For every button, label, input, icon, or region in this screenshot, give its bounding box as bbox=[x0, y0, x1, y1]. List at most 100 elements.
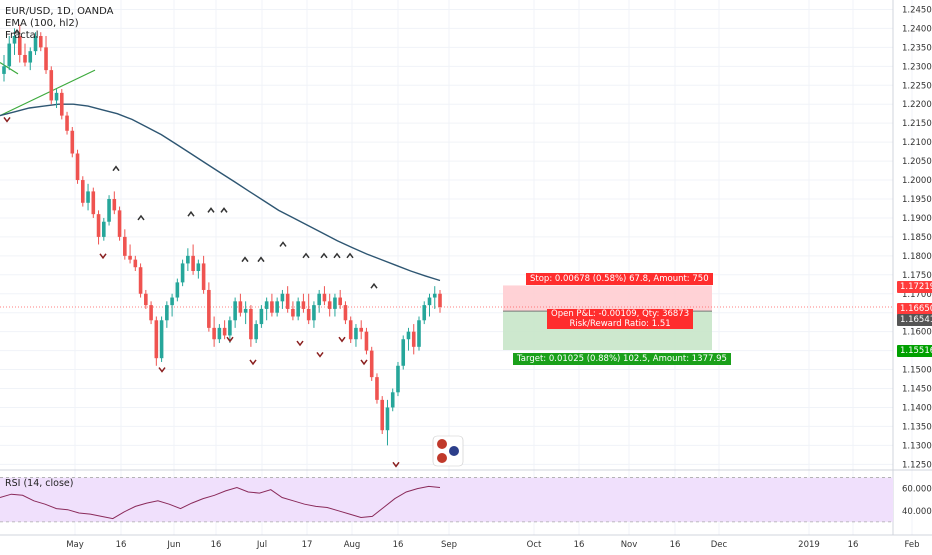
candle-body bbox=[80, 180, 85, 203]
candle-body bbox=[59, 92, 64, 116]
time-tick: Sep bbox=[441, 540, 457, 550]
candle-body bbox=[438, 293, 442, 308]
candle-body bbox=[75, 153, 80, 181]
candle-body bbox=[275, 301, 279, 313]
fractal-up-icon bbox=[241, 256, 249, 263]
fractal-up-icon bbox=[207, 207, 215, 213]
target-label[interactable]: Target: 0.01025 (0.88%) 102.5, Amount: 1… bbox=[513, 353, 731, 365]
fractal-up-icon bbox=[302, 252, 310, 259]
price-tick: 1.24000 bbox=[902, 24, 932, 34]
price-tick: 1.20500 bbox=[902, 157, 932, 167]
rsi-band bbox=[0, 477, 893, 522]
price-tick: 1.14500 bbox=[902, 385, 932, 395]
time-tick: Dec bbox=[711, 540, 728, 550]
candle-body bbox=[233, 301, 237, 321]
price-tag-last: 1.16650 bbox=[897, 303, 932, 315]
price-tick: 1.23500 bbox=[902, 43, 932, 53]
time-tick: May bbox=[66, 540, 84, 550]
candle-body bbox=[212, 327, 216, 340]
candle-body bbox=[301, 301, 306, 309]
candle-body bbox=[217, 327, 222, 340]
event-flag-icon bbox=[437, 439, 447, 449]
fractal-down-icon bbox=[338, 336, 346, 343]
candle-body bbox=[422, 305, 427, 321]
fractal-down-icon bbox=[316, 351, 324, 358]
rsi-legend[interactable]: RSI (14, close) bbox=[5, 478, 74, 489]
chart-legend: EUR/USD, 1D, OANDA EMA (100, hl2) Fracta… bbox=[5, 6, 113, 42]
candle-body bbox=[327, 301, 332, 309]
time-tick: 16 bbox=[848, 540, 859, 550]
candle-body bbox=[54, 92, 59, 101]
time-tick: 16 bbox=[574, 540, 585, 550]
candle-body bbox=[406, 331, 411, 340]
fractal-up-icon bbox=[279, 241, 287, 247]
candle-body bbox=[154, 320, 159, 359]
rsi-tick: 60.0000 bbox=[902, 485, 932, 495]
ema-legend[interactable]: EMA (100, hl2) bbox=[5, 18, 79, 29]
fractal-down-icon bbox=[158, 367, 166, 373]
candle-body bbox=[38, 36, 43, 48]
symbol-title[interactable]: EUR/USD, 1D, OANDA bbox=[5, 6, 114, 17]
candle-body bbox=[364, 331, 369, 351]
fractal-down-icon bbox=[392, 461, 400, 468]
candle-body bbox=[238, 301, 243, 313]
time-tick: 16 bbox=[393, 540, 404, 550]
candle-body bbox=[170, 297, 174, 306]
candle-body bbox=[348, 320, 353, 340]
candle-body bbox=[165, 305, 169, 321]
candle-body bbox=[264, 301, 269, 309]
time-tick: Jun bbox=[166, 540, 180, 550]
candle-body bbox=[317, 293, 321, 306]
fractal-up-icon bbox=[137, 214, 145, 221]
candle-body bbox=[70, 130, 75, 154]
trendline bbox=[0, 69, 96, 117]
candle-body bbox=[65, 115, 69, 131]
risk-reward-text: Risk/Reward Ratio: 1.51 bbox=[569, 319, 671, 329]
candle-body bbox=[296, 301, 300, 317]
candle-body bbox=[375, 377, 379, 400]
fractal-down-icon bbox=[360, 359, 368, 366]
candle-body bbox=[117, 210, 122, 237]
candle-body bbox=[138, 267, 143, 294]
fractal-up-icon bbox=[13, 28, 21, 35]
candle-body bbox=[359, 327, 364, 332]
fractal-down-icon bbox=[99, 253, 107, 260]
price-tick: 1.13500 bbox=[902, 422, 932, 432]
candle-body bbox=[306, 308, 311, 321]
time-tick: Jul bbox=[256, 540, 267, 550]
price-tick: 1.23000 bbox=[902, 62, 932, 72]
fractal-legend[interactable]: Fractal bbox=[5, 30, 39, 41]
time-tick: Aug bbox=[344, 540, 361, 550]
candle-body bbox=[180, 263, 185, 283]
candle-body bbox=[159, 320, 164, 359]
open-pl-text: Open P&L: -0.00109, Qty: 36873 bbox=[551, 309, 690, 319]
price-tag-stop: 1.17219 bbox=[897, 281, 932, 293]
candle-body bbox=[243, 308, 248, 313]
price-tick: 1.22500 bbox=[902, 81, 932, 91]
price-tick: 1.21500 bbox=[902, 119, 932, 129]
time-tick: 17 bbox=[302, 540, 313, 550]
open-pl-label[interactable]: Open P&L: -0.00109, Qty: 36873 Risk/Rewa… bbox=[547, 309, 694, 329]
candle-body bbox=[107, 198, 111, 222]
time-tick: 16 bbox=[116, 540, 127, 550]
candle-body bbox=[380, 399, 385, 431]
candle-body bbox=[312, 305, 316, 321]
candle-body bbox=[28, 51, 33, 63]
fractal-up-icon bbox=[257, 256, 265, 263]
price-tick: 1.15000 bbox=[902, 366, 932, 376]
event-flag-icon bbox=[449, 446, 459, 456]
candle-body bbox=[401, 339, 406, 366]
candle-body bbox=[12, 36, 17, 44]
candle-body bbox=[49, 70, 54, 101]
rsi-tick: 40.0000 bbox=[902, 507, 932, 517]
fractal-up-icon bbox=[346, 252, 354, 259]
price-tick: 1.13000 bbox=[902, 441, 932, 451]
price-tick: 1.14000 bbox=[902, 403, 932, 413]
candle-body bbox=[7, 43, 12, 67]
price-tag-target: 1.15516 bbox=[897, 345, 932, 357]
stop-label[interactable]: Stop: 0.00678 (0.58%) 67.8, Amount: 750 bbox=[526, 273, 713, 285]
candle-body bbox=[133, 259, 138, 268]
candle-body bbox=[322, 293, 327, 302]
